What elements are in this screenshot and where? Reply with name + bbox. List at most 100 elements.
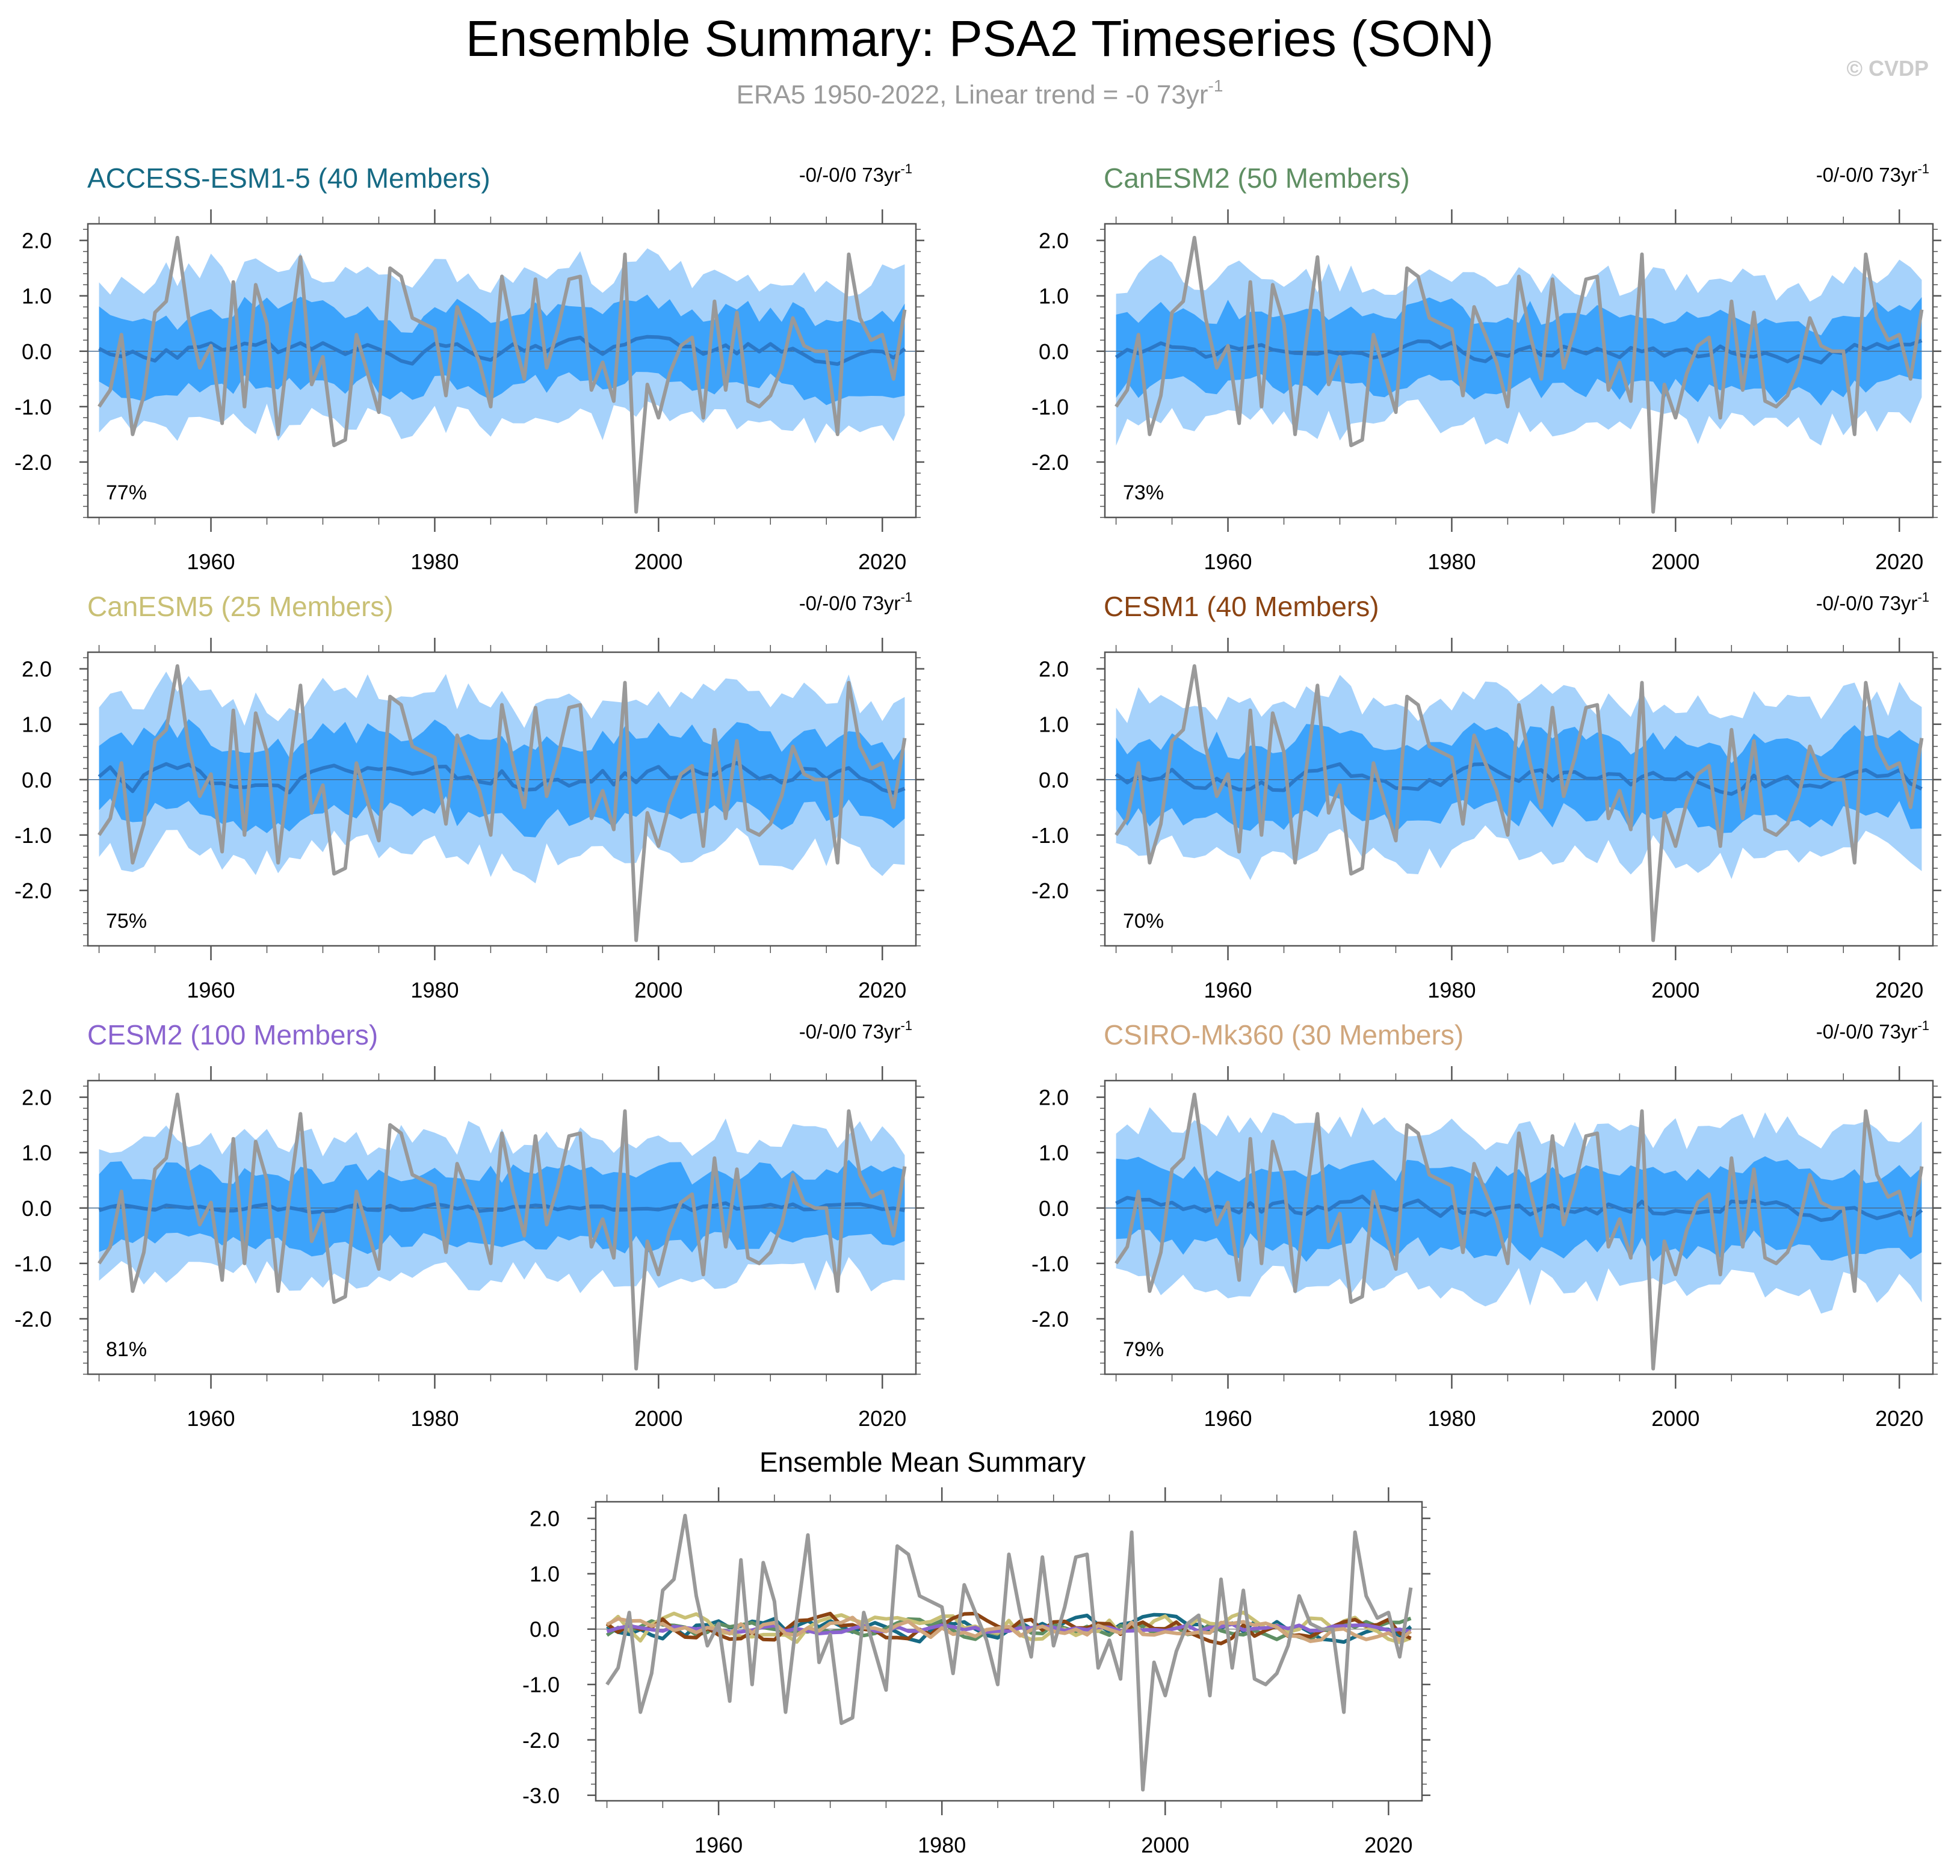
- panel-title: CanESM2 (50 Members): [1104, 162, 1410, 194]
- panel-percent-label: 81%: [106, 1338, 147, 1361]
- panel-percent-label: 79%: [1123, 1338, 1164, 1361]
- panel-title: CanESM5 (25 Members): [87, 591, 394, 622]
- plot-area: [88, 236, 916, 514]
- y-tick-label: -2.0: [522, 1728, 560, 1753]
- plot-frame: [87, 1079, 917, 1375]
- figure-subtitle: ERA5 1950-2022, Linear trend = -0 73yr-1: [737, 76, 1223, 110]
- plot-frame: [87, 223, 917, 519]
- panel-title: Ensemble Mean Summary: [759, 1446, 1086, 1478]
- x-tick-label: 2000: [634, 1406, 682, 1431]
- y-tick-label: -2.0: [14, 878, 52, 903]
- plot-area: [1105, 664, 1933, 942]
- y-tick-label: 2.0: [22, 229, 52, 253]
- x-tick-label: 2000: [634, 549, 682, 574]
- y-tick-label: 0.0: [22, 339, 52, 364]
- y-tick-label: 1.0: [530, 1562, 560, 1587]
- trend-exponent: -1: [900, 590, 912, 605]
- subtitle-main: ERA5 1950-2022, Linear trend = -0 73yr: [737, 80, 1208, 110]
- x-tick-label: 1980: [1427, 1406, 1476, 1431]
- y-tick-label: 1.0: [22, 284, 52, 309]
- x-tick-label: 1960: [1204, 549, 1252, 574]
- panel-percent-label: 75%: [106, 910, 147, 933]
- trend-exponent: -1: [900, 161, 912, 176]
- plot-area: [88, 664, 916, 942]
- panel-p1: 2.0 1.0 0.0 -1.0 -2.0 1960 1980 2000 2020 ACCESS-…: [14, 161, 924, 574]
- trend-main: -0/-0/0 73yr: [799, 1020, 901, 1043]
- y-tick-label: 2.0: [1039, 229, 1069, 253]
- panel-title: CESM2 (100 Members): [87, 1019, 378, 1051]
- observed-line: [1114, 236, 1924, 514]
- y-tick-label: -1.0: [14, 395, 52, 419]
- observed-line: [97, 1093, 907, 1371]
- watermark: © CVDP: [1846, 56, 1929, 81]
- x-tick-label: 1960: [1204, 1406, 1252, 1431]
- y-tick-label: 0.0: [22, 768, 52, 792]
- panel-p6: 2.0 1.0 0.0 -1.0 -2.0 1960 1980 2000 2020 CSIRO-M…: [1031, 1018, 1941, 1431]
- y-tick-label: 2.0: [1039, 1085, 1069, 1110]
- panel-p2: 2.0 1.0 0.0 -1.0 -2.0 1960 1980 2000 2020 CanESM2…: [1031, 161, 1941, 574]
- y-tick-label: 2.0: [530, 1507, 560, 1531]
- x-tick-label: 1980: [410, 549, 459, 574]
- panel-title: ACCESS-ESM1-5 (40 Members): [87, 162, 490, 194]
- y-tick-label: 0.0: [530, 1617, 560, 1642]
- panel-p7: 2.0 1.0 0.0 -1.0 -2.0 -3.0 1960 1980 2000 2020 Ens…: [522, 1446, 1430, 1857]
- ensemble-mean-line-csiro-mk360: [606, 1615, 1412, 1643]
- ensemble-mean-line: [1115, 1194, 1923, 1222]
- trend-exponent: -1: [900, 1018, 912, 1033]
- x-tick-label: 1960: [187, 978, 235, 1002]
- inner-spread-band: [1116, 1156, 1922, 1262]
- plot-frame: [87, 651, 917, 947]
- panel-trend-label: -0/-0/0 73yr-1: [1816, 590, 1929, 614]
- x-tick-label: 1980: [1427, 978, 1476, 1002]
- panels: 2.0 1.0 0.0 -1.0 -2.0 1960 1980 2000 2020 ACCESS-…: [14, 161, 1941, 1857]
- x-tick-label: 2020: [858, 1406, 906, 1431]
- panel-p5: 2.0 1.0 0.0 -1.0 -2.0 1960 1980 2000 2020 CESM2 (…: [14, 1018, 924, 1431]
- x-tick-label: 2020: [1875, 978, 1923, 1002]
- observed-line: [605, 1514, 1413, 1792]
- ensemble-mean-line: [97, 761, 906, 795]
- inner-spread-band: [99, 718, 905, 838]
- y-tick-label: -1.0: [522, 1673, 560, 1697]
- plot-area: [596, 1514, 1422, 1792]
- panel-trend-label: -0/-0/0 73yr-1: [1816, 161, 1929, 186]
- y-tick-label: -1.0: [1031, 395, 1069, 419]
- y-tick-label: -2.0: [14, 450, 52, 475]
- x-tick-label: 2000: [1651, 1406, 1699, 1431]
- panel-percent-label: 77%: [106, 481, 147, 504]
- plot-frame: [1104, 223, 1934, 519]
- trend-exponent: -1: [1917, 161, 1929, 176]
- x-tick-label: 1960: [187, 549, 235, 574]
- trend-main: -0/-0/0 73yr: [1816, 164, 1918, 186]
- x-tick-label: 2000: [1651, 978, 1699, 1002]
- observed-line: [97, 664, 907, 942]
- panel-percent-label: 73%: [1123, 481, 1164, 504]
- y-tick-label: 1.0: [1039, 712, 1069, 737]
- y-tick-label: -1.0: [1031, 823, 1069, 848]
- plot-area: [1105, 236, 1933, 514]
- panel-trend-label: -0/-0/0 73yr-1: [1816, 1018, 1929, 1043]
- x-tick-label: 1980: [410, 978, 459, 1002]
- plot-area: [88, 1093, 916, 1371]
- subtitle-exponent: -1: [1208, 76, 1223, 95]
- trend-main: -0/-0/0 73yr: [799, 592, 901, 614]
- observed-line: [1114, 664, 1924, 942]
- y-tick-label: -2.0: [1031, 1307, 1069, 1331]
- panel-title: CESM1 (40 Members): [1104, 591, 1379, 622]
- inner-spread-band: [1116, 722, 1922, 833]
- y-tick-label: 1.0: [22, 1141, 52, 1165]
- panel-trend-label: -0/-0/0 73yr-1: [799, 590, 912, 614]
- plot-frame: [1104, 1079, 1934, 1375]
- x-tick-label: 1960: [1204, 978, 1252, 1002]
- y-tick-label: 2.0: [1039, 657, 1069, 682]
- inner-spread-band: [99, 294, 905, 406]
- panel-trend-label: -0/-0/0 73yr-1: [799, 1018, 912, 1043]
- x-tick-label: 1960: [187, 1406, 235, 1431]
- y-tick-label: 0.0: [1039, 339, 1069, 364]
- figure-title: Ensemble Summary: PSA2 Timeseries (SON): [466, 10, 1494, 67]
- y-tick-label: -1.0: [14, 823, 52, 848]
- observed-line: [97, 236, 907, 514]
- plot-area: [1105, 1093, 1933, 1371]
- trend-main: -0/-0/0 73yr: [1816, 592, 1918, 614]
